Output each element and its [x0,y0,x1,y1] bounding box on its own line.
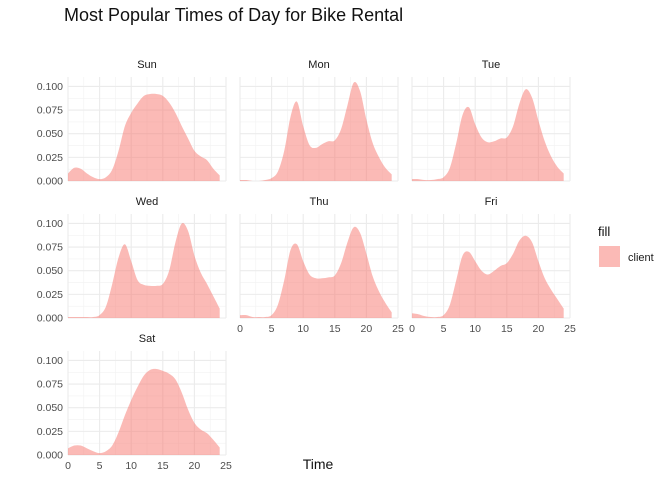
legend-label-client: client [628,252,654,264]
x-tick-label: 20 [189,460,201,472]
panel-label-fri: Fri [485,196,498,208]
x-tick-label: 5 [441,323,447,335]
x-tick-label: 25 [564,323,576,335]
y-tick-label: 0.000 [37,450,63,462]
x-tick-label: 15 [329,323,341,335]
y-tick-label: 0.075 [37,379,63,391]
x-tick-label: 10 [125,460,137,472]
y-tick-label: 0.000 [37,176,63,188]
y-tick-label: 0.025 [37,426,63,438]
x-tick-label: 15 [157,460,169,472]
y-tick-label: 0.025 [37,289,63,301]
x-tick-label: 20 [361,323,373,335]
x-tick-label: 10 [297,323,309,335]
density-area-fri [412,235,564,318]
chart-title: Most Popular Times of Day for Bike Renta… [64,5,403,25]
density-area-thu [240,226,392,318]
y-tick-label: 0.075 [37,105,63,117]
panel-label-mon: Mon [308,59,329,71]
panel-label-thu: Thu [310,196,329,208]
y-tick-label: 0.100 [37,81,63,93]
y-tick-label: 0.050 [37,402,63,414]
y-tick-label: 0.100 [37,218,63,230]
x-tick-label: 0 [65,460,71,472]
x-tick-label: 10 [469,323,481,335]
x-tick-label: 5 [269,323,275,335]
x-axis-title: Time [303,456,334,472]
panel-label-sun: Sun [137,59,157,71]
density-area-sat [68,368,220,455]
panel-label-sat: Sat [139,333,156,345]
x-tick-label: 15 [501,323,513,335]
y-tick-label: 0.000 [37,313,63,325]
y-tick-label: 0.075 [37,242,63,254]
panel-label-wed: Wed [136,196,158,208]
x-tick-label: 25 [220,460,232,472]
x-tick-label: 0 [409,323,415,335]
panel-label-tue: Tue [482,59,501,71]
density-area-mon [240,82,392,181]
x-tick-label: 25 [392,323,404,335]
density-area-tue [412,89,564,181]
x-tick-label: 5 [97,460,103,472]
x-tick-label: 20 [533,323,545,335]
legend-title: fill [598,224,610,239]
y-tick-label: 0.050 [37,128,63,140]
density-area-wed [68,222,220,318]
legend-swatch-client [599,246,620,267]
x-tick-label: 0 [237,323,243,335]
density-area-sun [68,93,220,181]
y-tick-label: 0.050 [37,265,63,277]
y-tick-label: 0.100 [37,355,63,367]
y-tick-label: 0.025 [37,152,63,164]
